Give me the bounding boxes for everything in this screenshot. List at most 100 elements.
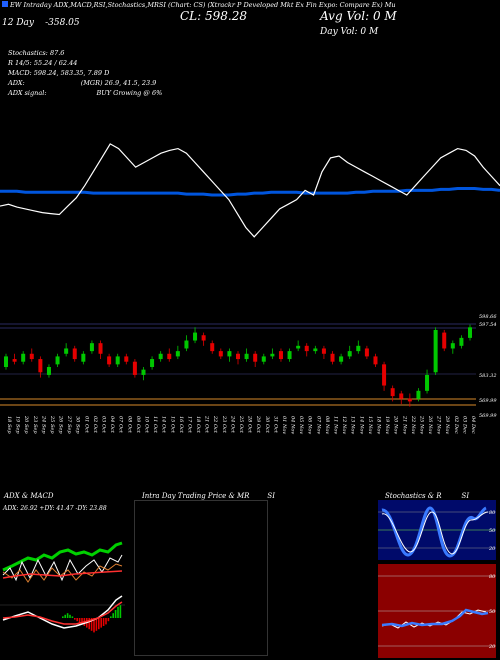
x-tick-label: 27 Sep (66, 415, 72, 434)
x-tick-label: 25 Sep (49, 415, 55, 434)
macd-hist-bar (88, 618, 90, 630)
candle-body (416, 390, 421, 399)
candle-body (296, 345, 301, 349)
candle-body (81, 353, 86, 362)
candle-body (184, 340, 189, 349)
y-tick-0: 598.66 (479, 314, 497, 320)
candle-body (270, 353, 275, 357)
x-tick-label: 11 Nov (333, 416, 339, 434)
macd-hist-bar (112, 613, 114, 618)
candle-body (373, 356, 378, 365)
x-tick-label: 15 Nov (367, 416, 373, 434)
x-tick-label: 03 Oct (101, 416, 107, 434)
header-line2: 12 Day -358.05 (2, 10, 80, 29)
candle-body (364, 348, 369, 357)
macd-hist-bar (100, 618, 102, 628)
macd-hist-bar (66, 613, 69, 618)
x-tick-label: 15 Oct (169, 416, 175, 434)
macd-hist-bar (102, 618, 105, 626)
candle-body (287, 351, 292, 360)
indicator-info: Stochastics: 87.6 R 14/5: 55.24 / 62.44 … (8, 48, 162, 98)
candle-body (407, 398, 412, 402)
macd-hist-bar (119, 605, 122, 618)
rsi-tick-80: 80 (489, 574, 496, 580)
y-tick-3: 569.99 (479, 398, 497, 404)
adx-white-line (2, 554, 123, 582)
candle-body (55, 356, 60, 365)
stoch-tick-80: 80 (489, 510, 496, 516)
candle-body (29, 353, 34, 360)
adx-labels: ADX: 26.92 +DY: 41.47 -DY: 23.88 (2, 505, 107, 512)
macd-hist-bar (110, 616, 112, 618)
y-tick-4: 569.99 (479, 413, 497, 419)
x-tick-label: 19 Nov (384, 416, 390, 434)
macd-red-line (2, 601, 123, 625)
adx-orange-line (2, 563, 123, 583)
candle-body (132, 361, 137, 375)
x-tick-label: 02 Dec (453, 416, 459, 434)
x-tick-label: 18 Oct (195, 416, 201, 434)
x-tick-label: 29 Nov (444, 415, 450, 434)
x-tick-label: 01 Oct (83, 416, 89, 434)
x-tick-label: 08 Nov (324, 416, 330, 434)
candle-body (459, 337, 464, 346)
candle-body (313, 348, 318, 352)
candle-body (356, 345, 361, 352)
x-tick-label: 07 Oct (118, 416, 124, 434)
x-tick-label: 24 Oct (229, 415, 235, 434)
adx-panel-title: ADX & MACD (4, 492, 54, 500)
macd-hist-bar (95, 618, 98, 631)
candle-body (64, 348, 69, 354)
x-tick-label: 16 Oct (178, 416, 184, 434)
x-tick-label: 31 Oct (272, 416, 278, 434)
stoch-panel-title: Stochastics & R SI (385, 492, 470, 500)
macd-hist-bar (64, 614, 66, 618)
x-tick-label: 21 Nov (401, 415, 407, 434)
rsi-tick-20: 20 (488, 644, 496, 650)
candle-body (141, 369, 146, 375)
candle-body (98, 343, 103, 354)
adx-green-line (2, 541, 123, 572)
x-tick-label: 12 Nov (341, 416, 347, 434)
x-tick-label: 24 Sep (40, 415, 46, 434)
x-tick-label: 03 Dec (461, 416, 467, 434)
macd-hist-bar (81, 618, 83, 625)
y-tick-1: 597.54 (479, 322, 497, 328)
adx-red-line (2, 570, 123, 579)
candle-body (321, 348, 326, 354)
candle-body (339, 356, 344, 362)
price-line (0, 143, 500, 238)
candle-body (124, 356, 129, 362)
header-title: EW Intraday ADX,MACD,RSI,Stochastics,MRS… (2, 1, 396, 9)
adx-row: ADX: (MGR) 26.9, 41.5, 23.9 (8, 79, 157, 87)
stoch-tick-20: 20 (488, 546, 496, 552)
stoch-tick-50: 50 (489, 528, 496, 534)
candle-body (236, 353, 240, 360)
x-tick-label: 08 Oct (126, 416, 132, 434)
candle-body (167, 353, 172, 360)
candle-body (218, 351, 223, 357)
x-tick-label: 13 Nov (350, 416, 356, 434)
x-tick-label: 18 Sep (6, 416, 12, 434)
candle-body (21, 353, 26, 362)
candle-body (193, 332, 198, 341)
intraday-panel-title: Intra Day Trading Price & MR SI (142, 492, 275, 500)
candle-body (46, 367, 51, 375)
candle-body (433, 329, 438, 373)
stochastics-value: Stochastics: 87.6 (8, 49, 65, 57)
candle-body (450, 343, 455, 349)
candle-body (210, 343, 215, 352)
x-tick-label: 22 Nov (410, 415, 416, 434)
candle-body (253, 353, 258, 362)
candle-body (201, 335, 206, 341)
candle-body (12, 359, 17, 362)
macd-hist-bar (114, 610, 117, 618)
stoch-blue-line (381, 506, 487, 558)
x-tick-label: 30 Oct (264, 416, 270, 434)
close-label: CL: 598.28 (180, 9, 247, 23)
candle-body (278, 351, 283, 360)
intraday-chart (134, 500, 268, 656)
candle-body (72, 348, 77, 360)
candle-body (107, 356, 112, 365)
macd-hist-bar (98, 618, 100, 630)
